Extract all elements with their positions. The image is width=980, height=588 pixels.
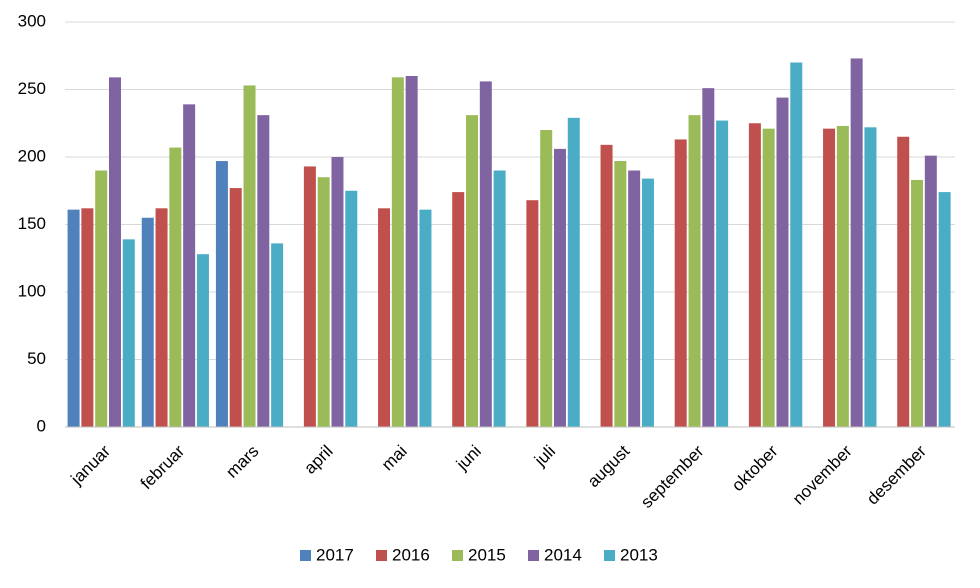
bar <box>303 166 316 427</box>
bar <box>155 208 168 427</box>
y-tick-label: 0 <box>37 416 46 435</box>
bar <box>614 161 627 428</box>
x-tick-label: juli <box>530 442 559 471</box>
bar <box>762 128 775 427</box>
x-tick-label: mai <box>378 442 411 475</box>
bar <box>466 115 479 428</box>
bar <box>790 62 803 427</box>
bar <box>864 127 877 428</box>
x-tick-label: oktober <box>728 441 782 495</box>
bar <box>452 192 465 427</box>
legend-label[interactable]: 2017 <box>316 545 354 564</box>
x-tick-label: november <box>789 441 856 508</box>
bar <box>331 157 344 427</box>
bar <box>836 125 849 427</box>
bar <box>391 77 404 427</box>
x-tick-label: april <box>300 442 336 478</box>
bar <box>553 148 566 427</box>
legend-swatch[interactable] <box>604 550 615 561</box>
y-tick-label: 100 <box>18 281 46 300</box>
x-tick-label: september <box>637 441 707 511</box>
bar <box>243 85 256 427</box>
x-tick-label: juni <box>452 442 485 475</box>
x-tick-label: februar <box>137 441 189 493</box>
bar <box>628 170 641 427</box>
legend-swatch[interactable] <box>528 550 539 561</box>
bar <box>419 209 432 427</box>
bar <box>215 161 228 428</box>
bar <box>526 200 539 427</box>
legend-label[interactable]: 2016 <box>392 545 430 564</box>
bar <box>122 239 135 427</box>
legend-swatch[interactable] <box>376 550 387 561</box>
legend-label[interactable]: 2014 <box>544 545 582 564</box>
bar <box>702 88 715 428</box>
bar <box>229 188 242 427</box>
legend-label[interactable]: 2015 <box>468 545 506 564</box>
bar <box>600 144 613 427</box>
bar <box>911 179 924 427</box>
legend-label[interactable]: 2013 <box>620 545 658 564</box>
x-tick-label: mars <box>222 442 262 482</box>
bar <box>271 243 284 427</box>
bar <box>748 123 761 427</box>
bar <box>924 155 937 427</box>
bar <box>938 192 951 427</box>
bar <box>850 58 863 427</box>
x-tick-label: august <box>584 441 634 491</box>
bar <box>540 130 553 427</box>
bar <box>823 128 836 427</box>
bar <box>183 104 196 427</box>
bar <box>405 76 418 427</box>
bar <box>716 120 729 428</box>
bar <box>567 117 580 427</box>
bar <box>257 115 270 428</box>
bar <box>641 178 654 427</box>
bar <box>141 217 154 427</box>
y-tick-label: 250 <box>18 79 46 98</box>
bar <box>897 136 910 427</box>
bar <box>688 115 701 428</box>
bar <box>317 177 330 427</box>
x-tick-label: desember <box>863 441 930 508</box>
bar <box>169 147 182 428</box>
bar <box>479 81 492 428</box>
bar <box>196 254 209 427</box>
bar <box>67 209 80 427</box>
bar <box>95 170 108 427</box>
y-tick-label: 150 <box>18 214 46 233</box>
x-tick-label: januar <box>67 441 115 489</box>
legend-swatch[interactable] <box>300 550 311 561</box>
y-tick-label: 200 <box>18 146 46 165</box>
bar <box>493 170 506 427</box>
bar <box>378 208 391 427</box>
legend-swatch[interactable] <box>452 550 463 561</box>
y-tick-label: 50 <box>27 349 46 368</box>
y-tick-label: 300 <box>18 11 46 30</box>
bar <box>776 97 789 427</box>
bar <box>674 139 687 427</box>
bar <box>108 77 121 427</box>
bar <box>345 190 358 427</box>
bar <box>81 208 94 427</box>
